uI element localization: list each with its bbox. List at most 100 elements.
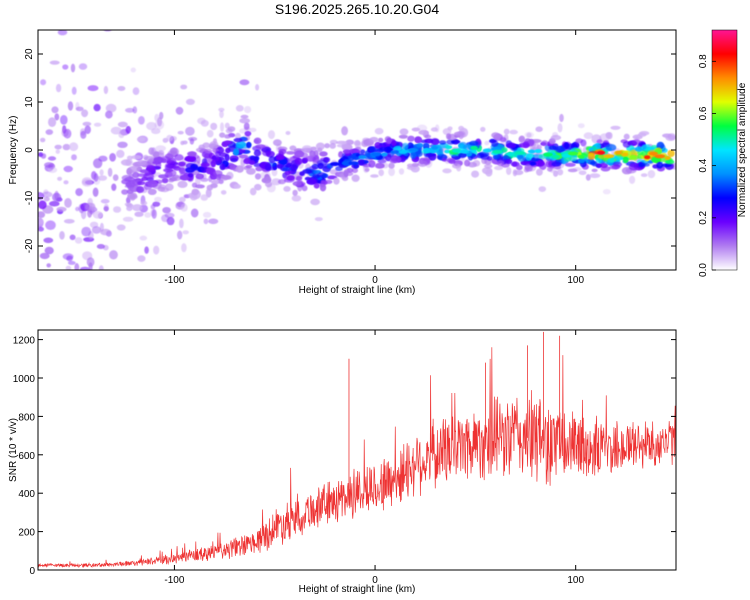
spectrogram-cell	[169, 147, 178, 155]
spectrogram-cell	[564, 142, 570, 149]
spectrogram-x-label: Height of straight line (km)	[299, 285, 416, 296]
spectrogram-cell	[446, 158, 456, 163]
spectrogram-cell	[69, 293, 75, 303]
spectrogram-cell	[229, 163, 236, 170]
spectrogram-cell	[604, 159, 611, 165]
spectrogram-cell	[56, 206, 67, 212]
spectrogram-cell	[283, 186, 291, 192]
figure-title: S196.2025.265.10.20.G04	[275, 1, 439, 17]
spectrogram-cell	[341, 126, 348, 136]
spectrogram-cell	[74, 263, 80, 270]
spectrogram-cell	[131, 155, 142, 160]
spectrogram-cell	[605, 144, 617, 151]
spectrogram-cell	[453, 131, 465, 137]
spectrogram-cell	[239, 79, 250, 86]
spectrogram-cell	[158, 174, 169, 179]
spectrogram-cell	[276, 154, 285, 161]
spectrogram-cell	[220, 190, 227, 195]
colorbar-tick-label: 0.0	[698, 263, 709, 277]
spectrogram-cell	[399, 128, 409, 136]
spectrogram-cell	[425, 153, 437, 157]
spectrogram-cell	[243, 122, 250, 130]
x-tick-label: 0	[372, 275, 378, 286]
spectrogram-cell	[132, 87, 140, 95]
spectrogram-cell	[132, 106, 138, 114]
spectrogram-cell	[178, 167, 186, 175]
spectrogram-cell	[47, 167, 58, 173]
spectrogram-cell	[144, 212, 152, 218]
spectrogram-cell	[273, 139, 282, 147]
spectrogram-cell	[38, 218, 44, 225]
spectrogram-cell	[154, 196, 162, 202]
spectrogram-cell	[578, 170, 587, 176]
spectrogram-cell	[516, 164, 523, 171]
y-tick-label: -10	[24, 190, 35, 205]
spectrogram-cell	[103, 206, 109, 212]
spectrogram-cell	[140, 200, 148, 206]
spectrogram-cell	[152, 151, 160, 159]
spectrogram-cell	[221, 141, 228, 147]
spectrogram-cell	[271, 168, 278, 177]
spectrogram-cell	[333, 177, 340, 185]
spectrogram-cell	[591, 168, 598, 173]
spectrogram-cell	[148, 147, 155, 155]
spectrogram-cell	[40, 137, 46, 143]
spectrogram-cell	[125, 159, 133, 167]
spectrogram-cell	[52, 192, 62, 202]
spectrogram-cell	[253, 183, 262, 191]
spectrogram-cell	[87, 85, 99, 92]
spectrogram-cell	[41, 318, 51, 325]
spectrogram-cell	[374, 127, 384, 135]
spectrogram-cell	[88, 262, 93, 270]
spectrogram-cell	[422, 142, 430, 150]
spectrogram-cell	[398, 168, 405, 175]
spectrogram-cell	[527, 149, 536, 154]
spectrogram-cell	[48, 117, 57, 127]
spectrogram-cell	[623, 133, 630, 140]
spectrogram-cell	[411, 127, 421, 132]
spectrogram-cell	[138, 116, 145, 125]
spectrogram-cell	[438, 140, 447, 145]
spectrogram-cell	[407, 163, 414, 168]
spectrogram-cell	[47, 156, 57, 161]
spectrogram-cell	[57, 294, 62, 300]
spectrogram-cell	[151, 209, 157, 219]
spectrogram-cell	[469, 140, 479, 146]
spectrogram-cell	[74, 237, 83, 244]
spectrogram-cell	[471, 170, 480, 178]
spectrogram-cell	[63, 165, 73, 173]
spectrogram-cell	[143, 172, 155, 180]
spectrogram-cell	[187, 173, 194, 178]
spectrogram-cell	[96, 244, 105, 249]
spectrogram-cell	[115, 293, 124, 301]
spectrogram-cell	[84, 125, 91, 134]
spectrogram-cell	[153, 245, 160, 255]
spectrogram-cell	[190, 208, 199, 218]
spectrogram-cell	[377, 159, 387, 164]
spectrogram-cell	[458, 152, 467, 158]
y-tick-label: 20	[24, 48, 35, 60]
spectrogram-cell	[567, 168, 578, 173]
snr-line	[38, 347, 676, 568]
spectrogram-cell	[245, 164, 253, 169]
y-tick-label: 0	[24, 147, 35, 153]
spectrogram-cell	[358, 155, 367, 160]
y-tick-label: 1200	[13, 336, 36, 347]
spectrogram-cell	[452, 148, 461, 153]
spectrogram-cell	[215, 151, 221, 157]
spectrogram-cell	[370, 152, 382, 157]
spectrogram-cell	[71, 281, 79, 289]
spectrogram-cell	[329, 162, 340, 166]
snr-spikes	[348, 331, 561, 496]
spectrogram-cell	[71, 154, 77, 161]
spectrogram-cell	[447, 126, 453, 131]
spectrogram-cell	[482, 167, 493, 175]
spectrogram-cell	[126, 155, 133, 161]
spectrogram-cell	[622, 156, 629, 164]
spectrogram-cell	[589, 173, 601, 179]
spectrogram-cell	[398, 150, 408, 154]
spectrogram-cell	[470, 145, 479, 150]
spectrogram-cell	[79, 266, 91, 270]
spectrogram-cell	[152, 201, 161, 207]
spectrogram-cell	[185, 126, 195, 136]
